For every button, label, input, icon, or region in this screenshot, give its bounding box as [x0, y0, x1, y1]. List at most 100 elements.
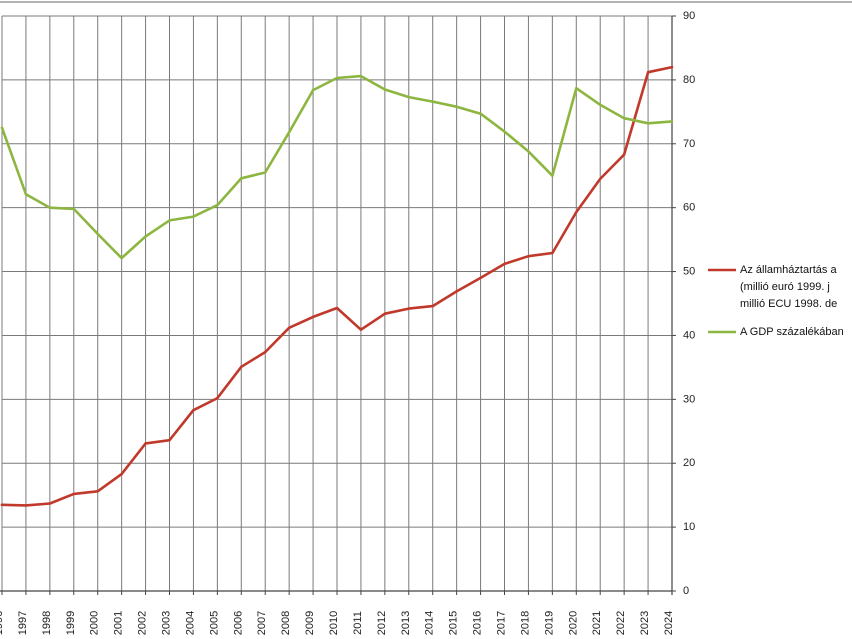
data-point: [479, 276, 482, 280]
data-point: [120, 472, 123, 476]
data-point: [575, 210, 578, 214]
y-tick-label: 80: [683, 74, 695, 86]
legend-label: millió ECU 1998. de: [740, 298, 837, 310]
data-point: [670, 65, 674, 69]
data-point: [503, 130, 506, 133]
data-point: [311, 88, 315, 92]
x-tick-label: 2011: [352, 611, 364, 635]
x-tick-label: 2015: [448, 611, 460, 635]
data-point: [96, 490, 99, 493]
data-point: [311, 315, 315, 319]
x-tick-label: 2021: [591, 611, 603, 635]
data-point: [670, 120, 674, 123]
data-point: [551, 174, 554, 177]
x-tick-label: 2008: [280, 611, 292, 635]
data-point: [527, 150, 530, 153]
x-tick-label: 2014: [424, 611, 436, 635]
data-point: [287, 326, 291, 329]
data-point: [431, 100, 434, 103]
data-point: [335, 306, 339, 310]
data-point: [575, 86, 578, 90]
data-point: [120, 256, 123, 260]
x-tick-label: 2010: [328, 611, 340, 635]
data-point: [264, 171, 267, 174]
y-tick-label: 70: [683, 138, 695, 150]
data-point: [24, 193, 28, 196]
data-point: [72, 207, 75, 211]
data-point: [359, 74, 363, 78]
data-point: [359, 328, 363, 331]
data-point: [144, 442, 147, 445]
data-point: [407, 307, 410, 310]
y-tick-label: 60: [683, 202, 695, 214]
x-tick-label: 2002: [137, 611, 149, 635]
x-tick-label: 1996: [0, 611, 5, 635]
data-point: [527, 255, 530, 258]
data-point: [646, 122, 650, 125]
x-tick-label: 2012: [376, 611, 388, 635]
x-tick-label: 2004: [184, 611, 196, 635]
x-axis-ticks: 1996 1997 1998 1999 2000 2001 2002 2003 2004 2005…: [0, 591, 675, 635]
data-point: [455, 290, 458, 293]
data-point: [599, 177, 602, 181]
data-point: [192, 215, 195, 218]
data-point: [622, 117, 626, 120]
data-point: [72, 492, 75, 496]
y-tick-label: 10: [683, 521, 695, 533]
data-point: [383, 88, 387, 91]
x-tick-label: 2003: [161, 611, 173, 635]
data-point: [287, 131, 291, 134]
x-tick-label: 2024: [663, 611, 675, 635]
data-point: [168, 439, 171, 442]
data-point: [240, 365, 243, 368]
series-group: [0, 65, 674, 507]
data-point: [551, 251, 554, 255]
data-point: [383, 312, 387, 315]
y-tick-label: 50: [683, 266, 695, 278]
x-tick-label: 2001: [113, 611, 125, 635]
legend-label: Az államháztartás a: [740, 264, 837, 276]
x-tick-label: 2019: [543, 611, 555, 635]
x-tick-label: 2000: [89, 611, 101, 635]
data-point: [240, 177, 243, 180]
data-point: [407, 95, 410, 99]
y-tick-label: 20: [683, 457, 695, 469]
data-point: [24, 504, 28, 507]
data-point: [144, 235, 147, 238]
data-point: [599, 103, 602, 107]
grid: [0, 15, 673, 595]
y-tick-label: 40: [683, 329, 695, 341]
data-point: [431, 304, 434, 308]
legend-label: (millió euró 1999. j: [740, 281, 830, 293]
data-point: [216, 396, 219, 400]
x-tick-label: 2017: [496, 611, 508, 635]
y-tick-label: 90: [683, 10, 695, 22]
data-point: [48, 502, 52, 505]
data-point: [0, 126, 4, 130]
x-tick-label: 2023: [639, 611, 651, 635]
y-axis-ticks: 0 10 20 30 40 50 60 70 80 90: [672, 10, 695, 597]
data-point: [0, 503, 4, 506]
data-point: [479, 112, 482, 115]
x-tick-label: 2006: [232, 611, 244, 635]
data-point: [192, 408, 195, 412]
data-point: [455, 105, 458, 108]
data-point: [168, 219, 171, 222]
data-point: [96, 232, 99, 236]
data-point: [622, 153, 626, 156]
legend: Az államháztartás a (millió euró 1999. j m…: [708, 264, 844, 338]
x-tick-label: 2016: [472, 611, 484, 635]
y-tick-label: 0: [683, 585, 689, 597]
x-tick-label: 2007: [256, 611, 268, 635]
data-point: [264, 350, 267, 354]
x-tick-label: 2020: [567, 611, 579, 635]
x-tick-label: 1997: [17, 611, 29, 635]
x-tick-label: 2018: [519, 611, 531, 635]
x-tick-label: 1999: [65, 611, 77, 635]
x-tick-label: 2013: [400, 611, 412, 635]
x-tick-label: 2005: [208, 611, 220, 635]
y-tick-label: 30: [683, 393, 695, 405]
x-tick-label: 2009: [304, 611, 316, 635]
